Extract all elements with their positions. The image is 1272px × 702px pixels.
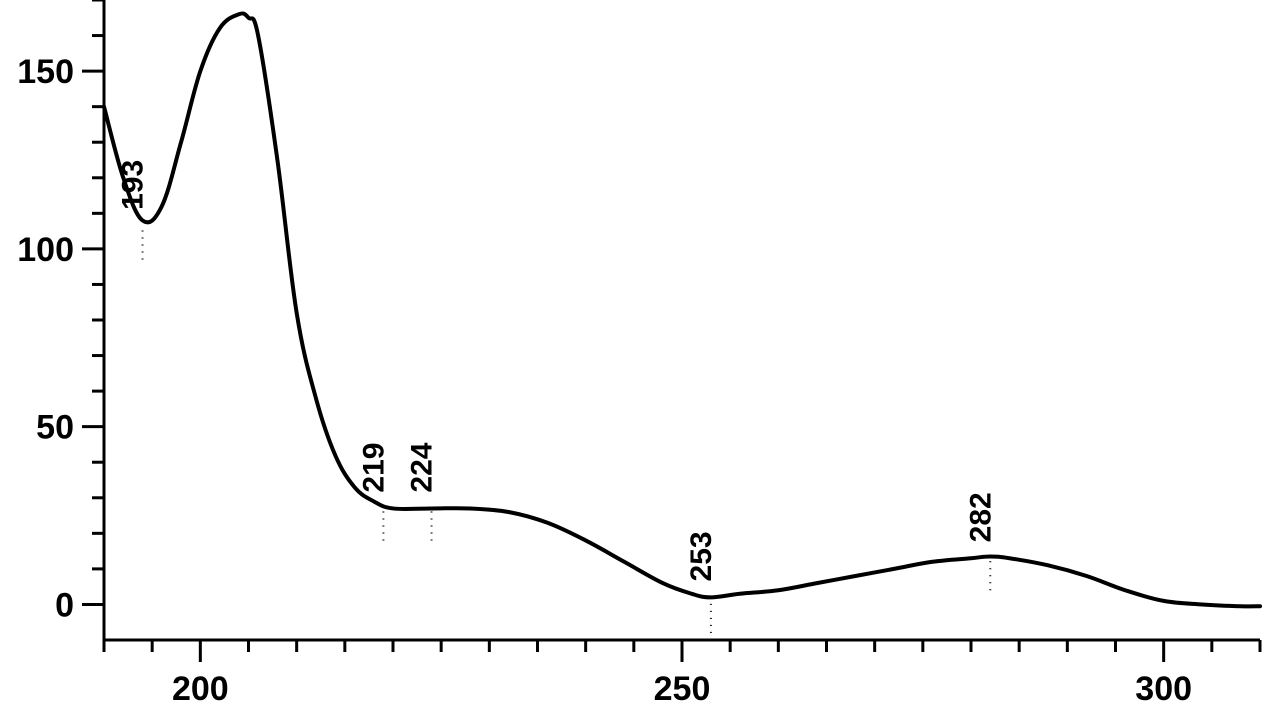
peak-label: 219 [357, 443, 390, 493]
x-tick-label: 300 [1135, 670, 1192, 702]
x-tick-label: 200 [172, 670, 229, 702]
peak-label: 282 [964, 492, 997, 542]
peak-label: 193 [117, 160, 150, 210]
x-tick-label: 250 [654, 670, 711, 702]
peak-label: 253 [685, 531, 718, 581]
y-tick-label: 150 [17, 53, 74, 91]
spectrum-svg: 0 50 100 150 200 250 300 193 219 224 253 282 [0, 0, 1272, 702]
peak-label: 224 [406, 442, 439, 492]
y-tick-label: 50 [36, 409, 74, 447]
y-tick-label: 0 [55, 586, 74, 624]
y-tick-label: 100 [17, 231, 74, 269]
spectrum-chart: 0 50 100 150 200 250 300 193 219 224 253 282 [0, 0, 1272, 702]
